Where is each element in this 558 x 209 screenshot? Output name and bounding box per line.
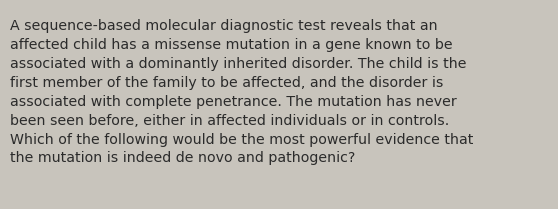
Text: A sequence-based molecular diagnostic test reveals that an
affected child has a : A sequence-based molecular diagnostic te… xyxy=(10,19,473,166)
